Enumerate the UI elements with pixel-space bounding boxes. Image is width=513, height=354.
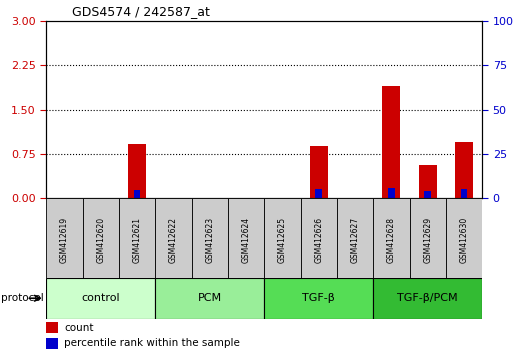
- Bar: [382, 86, 401, 198]
- Bar: [388, 188, 394, 198]
- Bar: [46, 322, 58, 333]
- Text: GSM412619: GSM412619: [60, 217, 69, 263]
- Bar: [373, 278, 482, 319]
- Bar: [301, 198, 337, 278]
- Bar: [155, 198, 191, 278]
- Bar: [46, 198, 83, 278]
- Bar: [409, 198, 446, 278]
- Text: count: count: [65, 322, 94, 332]
- Text: GSM412620: GSM412620: [96, 217, 105, 263]
- Bar: [83, 198, 119, 278]
- Text: percentile rank within the sample: percentile rank within the sample: [65, 338, 241, 348]
- Bar: [155, 278, 264, 319]
- Bar: [310, 146, 328, 198]
- Bar: [455, 142, 473, 198]
- Text: TGF-β: TGF-β: [302, 293, 335, 303]
- Bar: [424, 191, 431, 198]
- Bar: [128, 144, 146, 198]
- Bar: [337, 198, 373, 278]
- Text: GSM412626: GSM412626: [314, 217, 323, 263]
- Bar: [191, 198, 228, 278]
- Bar: [461, 189, 467, 198]
- Text: GSM412627: GSM412627: [350, 217, 360, 263]
- Text: GSM412628: GSM412628: [387, 217, 396, 263]
- Text: protocol: protocol: [1, 293, 43, 303]
- Bar: [264, 198, 301, 278]
- Bar: [119, 198, 155, 278]
- Text: GDS4574 / 242587_at: GDS4574 / 242587_at: [72, 5, 210, 18]
- Text: control: control: [82, 293, 120, 303]
- Bar: [46, 278, 155, 319]
- Bar: [228, 198, 264, 278]
- Bar: [134, 190, 140, 198]
- Text: GSM412625: GSM412625: [278, 217, 287, 263]
- Text: GSM412629: GSM412629: [423, 217, 432, 263]
- Bar: [419, 165, 437, 198]
- Text: GSM412621: GSM412621: [132, 217, 142, 263]
- Text: PCM: PCM: [198, 293, 222, 303]
- Bar: [446, 198, 482, 278]
- Bar: [315, 189, 322, 198]
- Text: TGF-β/PCM: TGF-β/PCM: [398, 293, 458, 303]
- Text: GSM412624: GSM412624: [242, 217, 250, 263]
- Text: GSM412622: GSM412622: [169, 217, 178, 263]
- Text: GSM412630: GSM412630: [460, 217, 468, 263]
- Text: GSM412623: GSM412623: [205, 217, 214, 263]
- Bar: [373, 198, 409, 278]
- Bar: [264, 278, 373, 319]
- Bar: [46, 338, 58, 349]
